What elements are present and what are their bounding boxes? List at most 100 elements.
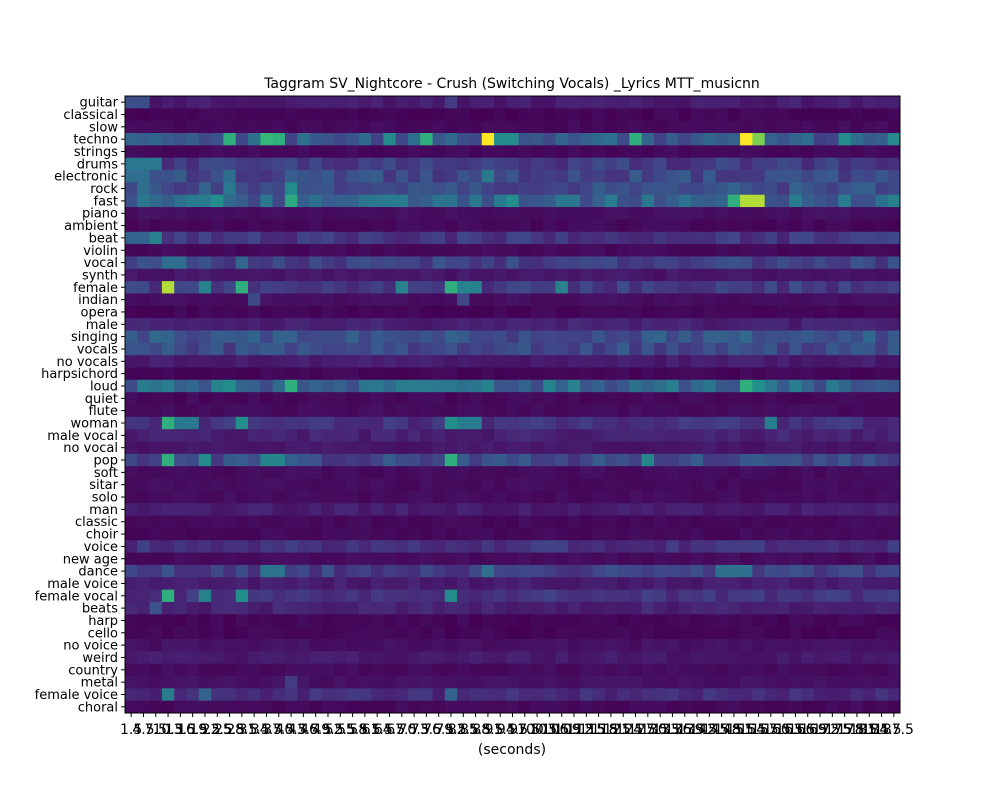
heatmap-cell (272, 194, 286, 208)
heatmap-cell (887, 453, 901, 467)
heatmap-cell (272, 157, 286, 171)
heatmap-cell (284, 108, 298, 122)
heatmap-cell (174, 466, 187, 479)
heatmap-cell (444, 453, 458, 467)
heatmap-cell (555, 268, 569, 282)
heatmap-cell (174, 675, 187, 689)
heatmap-cell (863, 207, 876, 220)
heatmap-cell (161, 392, 175, 405)
heatmap-cell (186, 490, 200, 504)
heatmap-cell (260, 231, 274, 245)
heatmap-cell (813, 96, 827, 109)
heatmap-cell (346, 441, 360, 455)
heatmap-cell (198, 330, 212, 344)
heatmap-cell (272, 416, 286, 430)
heatmap-cell (727, 96, 741, 109)
heatmap-cell (887, 342, 901, 356)
heatmap-cell (567, 120, 581, 134)
heatmap-cell (198, 404, 212, 418)
heatmap-cell (887, 688, 901, 702)
heatmap-cell (641, 688, 655, 702)
heatmap-cell (727, 170, 741, 183)
heatmap-cell (161, 675, 175, 689)
heatmap-cell (309, 293, 323, 307)
heatmap-cell (494, 688, 507, 702)
heatmap-cell (838, 108, 852, 122)
heatmap-cell (826, 133, 839, 146)
heatmap-cell (186, 108, 200, 122)
heatmap-cell (223, 108, 237, 122)
heatmap-cell (776, 256, 790, 270)
heatmap-cell (235, 194, 249, 208)
heatmap-cell (272, 626, 286, 640)
heatmap-cell (580, 515, 593, 529)
heatmap-cell (358, 355, 372, 368)
x-tick-label: 178.5 (837, 722, 877, 738)
heatmap-cell (272, 540, 286, 553)
heatmap-cell (826, 688, 839, 702)
heatmap-cell (850, 675, 864, 689)
heatmap-cell (272, 268, 286, 282)
heatmap-cell (149, 120, 163, 134)
heatmap-cell (617, 638, 630, 652)
heatmap-cell (371, 194, 384, 208)
heatmap-cell (235, 170, 249, 183)
heatmap-cell (740, 515, 753, 529)
heatmap-cell (875, 194, 889, 208)
heatmap-cell (641, 540, 655, 553)
heatmap-cell (690, 700, 704, 714)
heatmap-cell (801, 293, 815, 307)
heatmap-cell (494, 478, 507, 492)
heatmap-cell (235, 182, 249, 196)
heatmap-cell (309, 170, 323, 183)
heatmap-cell (518, 688, 532, 702)
heatmap-cell (174, 281, 187, 294)
heatmap-cell (875, 700, 889, 714)
heatmap-cell (284, 552, 298, 566)
heatmap-cell (887, 416, 901, 430)
heatmap-cell (543, 478, 556, 492)
heatmap-cell (801, 305, 815, 319)
heatmap-cell (813, 207, 827, 220)
heatmap-cell (174, 342, 187, 356)
heatmap-cell (604, 207, 618, 220)
heatmap-cell (358, 342, 372, 356)
heatmap-cell (740, 540, 753, 553)
y-tick-label: indian (78, 293, 118, 308)
heatmap-cell (174, 96, 187, 109)
heatmap-cell (789, 663, 802, 677)
heatmap-cell (641, 157, 655, 171)
heatmap-cell (678, 379, 692, 393)
heatmap-cell (801, 503, 815, 516)
heatmap-cell (887, 207, 901, 220)
y-tick-label: female voice (35, 688, 118, 703)
heatmap-cell (690, 638, 704, 652)
heatmap-cell (776, 108, 790, 122)
heatmap-cell (863, 429, 876, 442)
heatmap-cell (469, 478, 483, 492)
heatmap-cell (641, 441, 655, 455)
heatmap-cell (789, 540, 802, 553)
heatmap-cell (321, 244, 335, 257)
heatmap-cell (727, 638, 741, 652)
heatmap-cell (174, 108, 187, 122)
heatmap-cell (420, 170, 433, 183)
heatmap-cell (850, 367, 864, 381)
heatmap-cell (863, 219, 876, 233)
heatmap-cell (457, 207, 470, 220)
heatmap-cell (260, 182, 274, 196)
heatmap-cell (321, 219, 335, 233)
heatmap-cell (641, 367, 655, 381)
heatmap-cell (543, 453, 556, 467)
heatmap-cell (481, 429, 495, 442)
heatmap-cell (530, 675, 544, 689)
y-tick-label: female (73, 281, 118, 296)
heatmap-cell (801, 589, 815, 603)
heatmap-cell (272, 281, 286, 294)
heatmap-cell (444, 256, 458, 270)
heatmap-cell (678, 490, 692, 504)
heatmap-cell (617, 281, 630, 294)
heatmap-cell (629, 219, 643, 233)
heatmap-cell (272, 663, 286, 677)
heatmap-cell (530, 564, 544, 578)
